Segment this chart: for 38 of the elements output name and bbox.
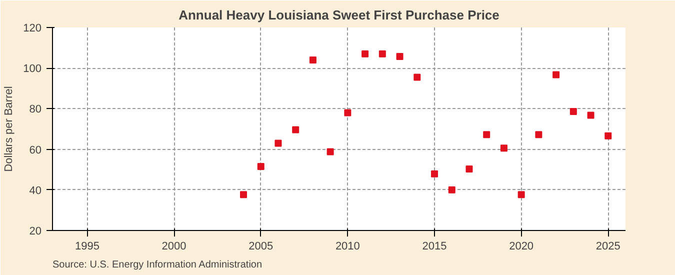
x-tick-label: 2025 [596, 240, 620, 252]
x-tick-label: 2010 [335, 240, 360, 252]
point [396, 53, 404, 60]
point [378, 50, 386, 58]
y-tick-label: 20 [29, 226, 42, 238]
point [344, 109, 352, 116]
point [326, 148, 334, 156]
point [431, 170, 438, 178]
y-tick-label: 80 [29, 104, 42, 116]
point [500, 144, 508, 152]
point [414, 74, 421, 81]
y-tick-label: 60 [29, 144, 42, 156]
chart-title: Annual Heavy Louisiana Sweet First Purchase Price [178, 8, 500, 22]
point [292, 126, 300, 134]
x-tick-label: 2005 [248, 240, 274, 252]
point [587, 112, 594, 119]
x-tick-label: 2020 [509, 240, 534, 252]
y-tick-label: 120 [23, 22, 42, 34]
point [604, 132, 612, 140]
point [518, 191, 525, 198]
point [552, 71, 560, 78]
y-tick-label: 40 [29, 184, 42, 197]
point [448, 186, 456, 194]
source-note: Source: U.S. Energy Information Administration [52, 260, 262, 270]
y-tick-label: 100 [23, 63, 42, 76]
point [240, 191, 247, 198]
point [309, 56, 316, 64]
x-tick-label: 2000 [162, 240, 186, 252]
point [466, 165, 473, 172]
point [274, 140, 282, 147]
x-tick-label: 2015 [422, 240, 447, 252]
point [362, 50, 369, 58]
point [257, 163, 264, 170]
point [535, 131, 542, 138]
point [570, 108, 577, 116]
y-axis-title: Dollars per Barrel [3, 86, 16, 172]
x-tick-label: 1995 [74, 240, 100, 252]
point [483, 131, 490, 138]
